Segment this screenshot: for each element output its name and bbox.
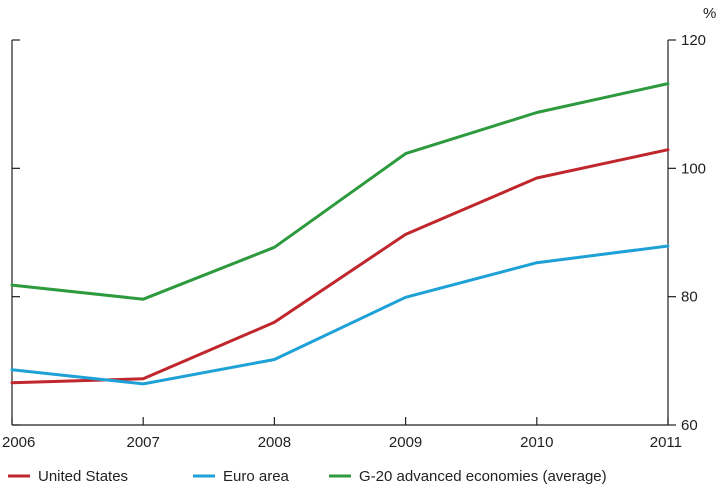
legend-label: United States [38,468,128,485]
plot-frame [11,40,669,426]
y-tick-label: 120 [681,32,706,49]
x-tick-label: 2007 [127,434,160,451]
y-unit-label: % [703,5,716,22]
legend-label: G-20 advanced economies (average) [359,468,607,485]
series-line-g-20-advanced-economies-average [10,82,670,301]
y-axis: 60 80 100 120 [12,32,706,434]
x-tick-label: 2011 [650,434,682,451]
x-axis: 2006 2007 2008 2009 2010 2011 [2,417,682,451]
series-line-united-states [10,148,670,385]
series-line-euro-area [10,244,670,386]
x-tick-label: 2009 [389,434,422,451]
y-tick-label: 60 [681,417,698,434]
series-lines [10,82,670,386]
y-tick-label: 80 [681,289,698,306]
x-tick-label: 2010 [520,434,553,451]
y-tick-label: 100 [681,160,706,177]
legend: United States Euro area G-20 advanced econ… [8,468,607,485]
x-tick-label: 2008 [258,434,291,451]
legend-label: Euro area [223,468,290,485]
x-tick-label: 2006 [2,434,35,451]
